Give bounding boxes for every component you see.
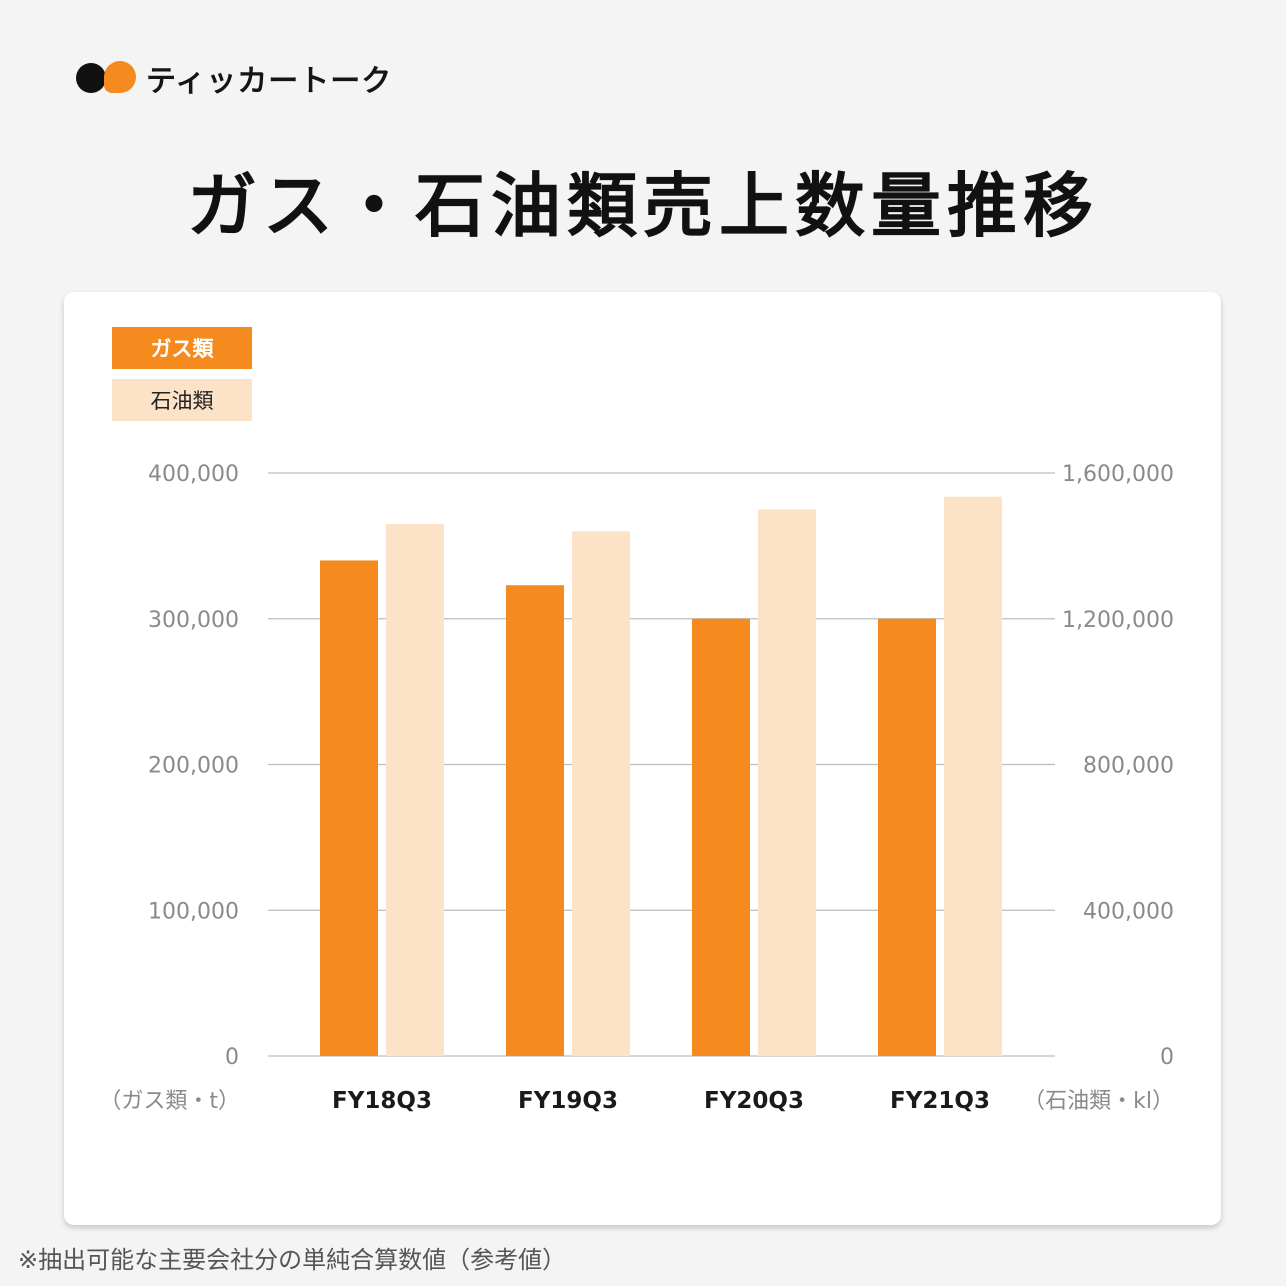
y-right-tick-label: 0 <box>1160 1045 1174 1070</box>
brand-name: ティッカートーク <box>146 64 393 99</box>
logo-dark-circle <box>76 63 106 93</box>
legend-oil: 石油類 <box>112 379 252 421</box>
bar-gas <box>692 618 750 1056</box>
brand: ティッカートーク <box>76 58 393 99</box>
bar-oil <box>386 524 444 1056</box>
bar-gas <box>878 618 936 1056</box>
y-right-tick-label: 1,600,000 <box>1062 462 1174 487</box>
bar-oil <box>758 509 816 1056</box>
legend-gas: ガス類 <box>112 327 252 369</box>
chart-card <box>64 292 1221 1225</box>
y-left-tick-label: 300,000 <box>148 608 239 633</box>
bar-gas <box>506 585 564 1056</box>
bar-oil <box>944 496 1002 1056</box>
x-category-label: FY21Q3 <box>890 1088 990 1114</box>
y-right-axis-label: （石油類・kl） <box>1023 1089 1174 1114</box>
footnote: ※抽出可能な主要会社分の単純合算数値（参考値） <box>18 1246 567 1274</box>
y-left-tick-label: 100,000 <box>148 899 239 924</box>
bar-gas <box>320 560 378 1056</box>
y-left-axis-label: （ガス類・t） <box>99 1089 240 1114</box>
y-left-tick-label: 400,000 <box>148 462 239 487</box>
y-right-tick-label: 800,000 <box>1083 754 1174 779</box>
logo-orange-bubble <box>104 61 136 93</box>
y-right-tick-label: 400,000 <box>1083 899 1174 924</box>
page-title: ガス・石油類売上数量推移 <box>187 165 1099 247</box>
brand-logo-icon <box>76 58 138 98</box>
bar-oil <box>572 531 630 1056</box>
y-right-tick-label: 1,200,000 <box>1062 608 1174 633</box>
x-category-label: FY20Q3 <box>704 1088 804 1114</box>
y-left-tick-label: 200,000 <box>148 754 239 779</box>
y-left-tick-label: 0 <box>225 1045 239 1070</box>
x-category-label: FY19Q3 <box>518 1088 618 1114</box>
x-category-label: FY18Q3 <box>332 1088 432 1114</box>
